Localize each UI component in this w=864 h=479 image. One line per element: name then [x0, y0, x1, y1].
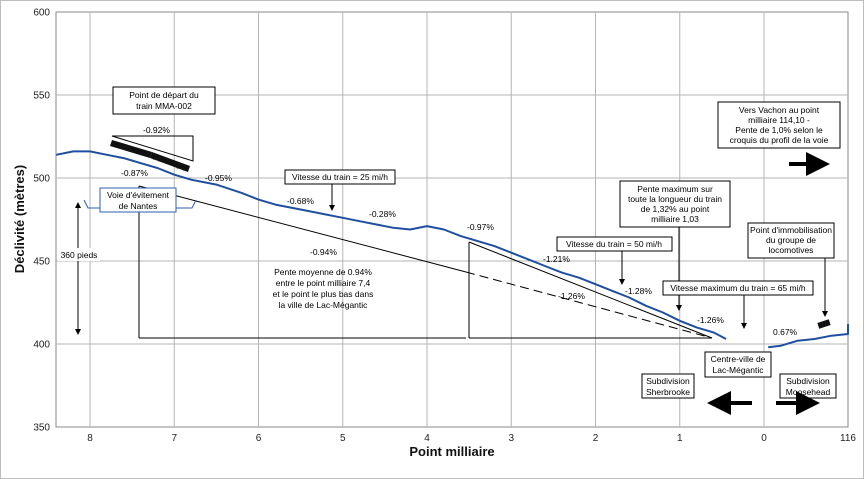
x-axis-title: Point milliaire	[409, 444, 494, 459]
start-point-box: Point de départ du train MMA-002	[112, 86, 216, 115]
moosehead-line: Subdivision	[786, 376, 830, 386]
max-grade-line: milliaire 1,03	[651, 214, 699, 224]
grade-label: 0.67%	[773, 327, 798, 337]
average-grade-line: entre le point milliaire 7,4	[276, 278, 371, 288]
x-tick-label: 6	[256, 433, 262, 444]
vachon-line: croquis du profil de la voie	[730, 135, 829, 145]
grade-label: -0.97%	[467, 222, 494, 232]
x-tick-label: 2	[593, 433, 599, 444]
stop-point-line: du groupe de	[766, 235, 816, 245]
stop-point-line: locomotives	[769, 245, 814, 255]
y-tick-label: 550	[33, 91, 50, 102]
x-tick-label: 8	[87, 433, 93, 444]
x-tick-label: 3	[508, 433, 514, 444]
start-point-line: Point de départ du	[129, 90, 199, 100]
grade-label: -0.87%	[121, 168, 148, 178]
grade-label: -0.68%	[287, 196, 314, 206]
moosehead-box: Subdivision Moosehead	[779, 373, 837, 399]
average-grade-line: Pente moyenne de 0.94%	[274, 267, 372, 277]
max-grade-line: toute la longueur du train	[628, 194, 722, 204]
speed-50-label: Vitesse du train = 50 mi/h	[566, 239, 662, 249]
x-tick-label: 7	[171, 433, 177, 444]
x-tick-labels: 8 7 6 5 4 3 2 1 0 116	[87, 433, 856, 444]
grade-label: -0.94%	[310, 247, 337, 257]
downtown-box: Centre-ville de Lac-Mégantic	[704, 351, 772, 378]
grade-label: -0.92%	[143, 125, 170, 135]
y-axis-title: Déclivité (mètres)	[12, 165, 27, 273]
moosehead-line: Moosehead	[786, 387, 831, 397]
gridlines	[56, 12, 848, 427]
vachon-box: Vers Vachon au point milliaire 114,10 - …	[717, 101, 841, 149]
height-label-bg	[58, 248, 100, 261]
y-tick-label: 350	[33, 423, 50, 434]
elevation-series	[56, 150, 849, 349]
x-tick-label: 4	[424, 433, 430, 444]
siding-line: Voie d'évitement	[107, 190, 170, 200]
sherbrooke-line: Subdivision	[646, 376, 690, 386]
vachon-line: Pente de 1,0% selon le	[735, 125, 823, 135]
x-tick-label: 5	[340, 433, 346, 444]
grade-label: -1.26%	[558, 291, 585, 301]
y-tick-labels: 350 400 450 500 550 600	[33, 8, 50, 434]
start-point-line: train MMA-002	[136, 101, 192, 111]
grade-label: -1.21%	[543, 254, 570, 264]
sherbrooke-line: Sherbrooke	[646, 387, 690, 397]
average-grade-line: et le point le plus bas dans	[273, 289, 374, 299]
max-grade-line: de 1,32% au point	[641, 204, 710, 214]
height-label: 360 pieds	[61, 250, 98, 260]
downtown-line: Centre-ville de	[711, 354, 766, 364]
x-tick-label: 116	[840, 433, 856, 444]
train-icon	[110, 140, 190, 172]
max-grade-line: Pente maximum sur	[637, 184, 713, 194]
x-tick-label: 0	[761, 433, 767, 444]
speed-25-label: Vitesse du train = 25 mi/h	[292, 172, 388, 182]
vachon-line: Vers Vachon au point	[739, 105, 820, 115]
max-grade-box: Pente maximum sur toute la longueur du t…	[619, 180, 731, 311]
stop-point-line: Point d'immobilisation	[750, 225, 832, 235]
sherbrooke-box: Subdivision Sherbrooke	[641, 373, 695, 399]
grade-label: -0.28%	[369, 209, 396, 219]
siding-box: Voie d'évitement de Nantes	[99, 187, 177, 213]
speed-25-box: Vitesse du train = 25 mi/h	[284, 169, 396, 211]
steep-grade-triangle	[465, 241, 713, 339]
average-grade-text: Pente moyenne de 0.94% entre le point mi…	[273, 267, 374, 310]
y-tick-label: 450	[33, 257, 50, 268]
grade-label: -1.26%	[697, 315, 724, 325]
speed-65-box: Vitesse maximum du train = 65 mi/h	[662, 280, 814, 329]
grade-labels: -0.92% -0.87% -0.95% -0.68% -0.28% -0.94…	[121, 125, 798, 337]
stop-point-box: Point d'immobilisation du groupe de loco…	[747, 222, 835, 317]
x-tick-label: 1	[677, 433, 683, 444]
speed-65-label: Vitesse maximum du train = 65 mi/h	[670, 283, 805, 293]
siding-line: de Nantes	[119, 201, 158, 211]
y-tick-label: 400	[33, 340, 50, 351]
vachon-line: milliaire 114,10 -	[748, 115, 810, 125]
downtown-line: Lac-Mégantic	[712, 365, 764, 375]
grade-label: -1.28%	[625, 286, 652, 296]
locomotive-marker	[817, 319, 831, 329]
speed-50-box: Vitesse du train = 50 mi/h	[556, 236, 673, 285]
start-grade-triangle	[111, 135, 194, 162]
grade-label: -0.95%	[205, 173, 232, 183]
elevation-line-2	[768, 324, 849, 349]
y-tick-label: 600	[33, 8, 50, 19]
elevation-line-1	[56, 150, 727, 340]
y-tick-label: 500	[33, 174, 50, 185]
average-grade-line: la ville de Lac-Mégantic	[279, 300, 369, 310]
